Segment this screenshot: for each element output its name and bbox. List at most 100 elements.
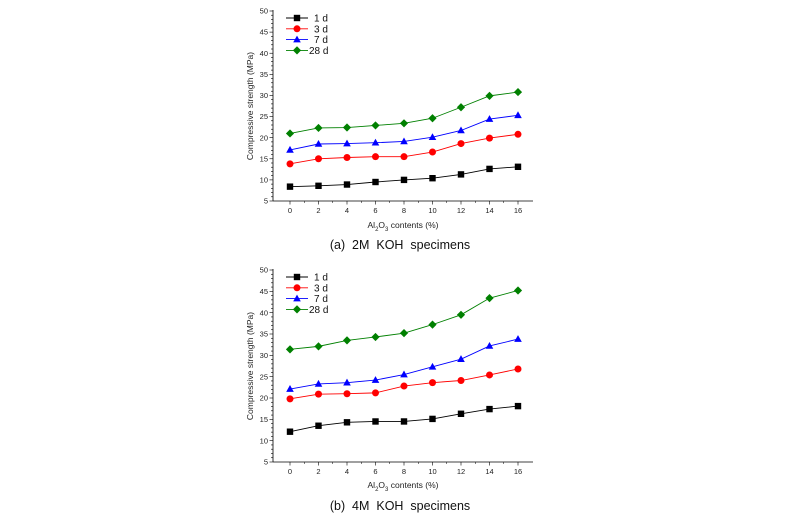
data-point bbox=[514, 130, 522, 138]
y-tick-label: 25 bbox=[260, 112, 268, 121]
data-point bbox=[400, 370, 408, 378]
data-point bbox=[371, 376, 380, 383]
legend-marker bbox=[292, 305, 302, 314]
data-point bbox=[486, 405, 493, 413]
x-tick-label: 14 bbox=[485, 467, 493, 476]
x-tick-label: 16 bbox=[514, 467, 522, 476]
legend-marker bbox=[293, 294, 301, 302]
data-point bbox=[400, 382, 408, 390]
x-axis-label: Al2O3 contents (%) bbox=[368, 220, 439, 233]
data-point bbox=[428, 133, 437, 141]
x-tick-label: 8 bbox=[402, 467, 406, 476]
chart-panel-b: 5 10 15 20 25 30 35 40 45 50 0 2 4 6 8 10 12 14 16 Compress… bbox=[245, 266, 533, 513]
legend-marker bbox=[293, 35, 301, 43]
data-point bbox=[314, 379, 323, 387]
data-point bbox=[514, 335, 522, 342]
x-axis-label: Al2O3 contents (%) bbox=[368, 480, 439, 493]
x-tick-label: 12 bbox=[457, 206, 465, 215]
data-point bbox=[485, 341, 494, 349]
x-tick-label: 8 bbox=[402, 206, 406, 215]
data-point bbox=[457, 126, 465, 134]
x-tick-label: 6 bbox=[373, 467, 377, 476]
legend-marker bbox=[293, 273, 301, 281]
x-tick-label: 14 bbox=[485, 206, 493, 215]
x-label-text: contents (%) bbox=[388, 480, 438, 490]
data-point bbox=[315, 182, 322, 189]
x-tick-label: 2 bbox=[316, 467, 320, 476]
series-1d bbox=[286, 402, 522, 435]
y-tick-label: 45 bbox=[260, 287, 268, 296]
chart-panel-a: 5 10 15 20 25 30 35 40 45 50 0 2 4 6 8 10 12 14 16 Compress… bbox=[245, 7, 533, 252]
y-tick-label: 45 bbox=[260, 28, 268, 37]
y-tick-label: 30 bbox=[260, 91, 268, 100]
data-point bbox=[286, 183, 294, 190]
x-tick-label: 6 bbox=[373, 206, 377, 215]
data-point bbox=[286, 395, 294, 403]
data-point bbox=[429, 415, 436, 423]
data-point bbox=[486, 165, 493, 173]
y-tick-label: 50 bbox=[260, 266, 268, 275]
data-point bbox=[400, 153, 408, 161]
data-point bbox=[400, 418, 408, 425]
x-tick-label: 4 bbox=[345, 467, 349, 476]
y-axis-label: Compressive strength (MPa) bbox=[245, 312, 255, 420]
y-tick-label: 5 bbox=[264, 197, 268, 206]
data-point bbox=[343, 139, 351, 147]
legend-label: 7 d bbox=[314, 35, 328, 46]
legend-label: 3 d bbox=[314, 24, 328, 35]
x-tick-label: 10 bbox=[428, 467, 436, 476]
data-point bbox=[513, 87, 523, 97]
data-point bbox=[513, 286, 523, 295]
legend-marker bbox=[293, 25, 301, 33]
data-point bbox=[285, 345, 295, 354]
data-point bbox=[429, 379, 436, 387]
legend-label: 1 d bbox=[314, 273, 328, 284]
legend-label: 7 d bbox=[314, 294, 328, 305]
data-point bbox=[315, 422, 322, 429]
legend: 1 d3 d7 d28 d bbox=[286, 14, 328, 57]
legend-marker bbox=[292, 46, 302, 55]
data-point bbox=[343, 154, 351, 162]
data-point bbox=[372, 178, 379, 186]
y-tick-label: 20 bbox=[260, 394, 268, 403]
series-7d bbox=[286, 111, 522, 153]
data-point bbox=[456, 103, 466, 112]
y-tick-label: 10 bbox=[260, 436, 268, 445]
data-point bbox=[371, 138, 380, 146]
data-point bbox=[514, 163, 522, 170]
data-point bbox=[486, 134, 493, 142]
data-point bbox=[399, 119, 409, 128]
series-28d bbox=[285, 286, 523, 354]
x-label-text: Al bbox=[368, 480, 376, 490]
data-point bbox=[343, 181, 351, 188]
data-point bbox=[315, 390, 322, 398]
figure-caption: (b) 4M KOH specimens bbox=[330, 499, 470, 513]
legend-label: 3 d bbox=[314, 283, 328, 294]
x-tick-label: 16 bbox=[514, 206, 522, 215]
data-point bbox=[428, 362, 437, 370]
x-tick-label: 10 bbox=[428, 206, 436, 215]
x-label-subscript: 2 bbox=[375, 227, 379, 233]
x-label-text: contents (%) bbox=[388, 220, 438, 230]
x-label-text: O bbox=[378, 480, 385, 490]
data-point bbox=[286, 428, 294, 435]
y-tick-label: 10 bbox=[260, 175, 268, 184]
y-tick-label: 25 bbox=[260, 372, 268, 381]
data-point bbox=[399, 329, 409, 338]
x-label-subscript: 2 bbox=[375, 487, 379, 493]
x-label-subscript: 3 bbox=[385, 487, 389, 493]
y-tick-label: 50 bbox=[260, 7, 268, 16]
series-3d bbox=[286, 130, 522, 168]
data-point bbox=[514, 402, 522, 410]
data-point bbox=[286, 160, 294, 168]
y-axis-label: Compressive strength (MPa) bbox=[245, 52, 255, 160]
data-point bbox=[456, 310, 466, 319]
data-point bbox=[429, 148, 436, 156]
data-point bbox=[372, 418, 379, 425]
data-point bbox=[342, 123, 352, 132]
data-point bbox=[429, 175, 436, 182]
y-tick-label: 5 bbox=[264, 458, 268, 467]
data-point bbox=[286, 145, 294, 153]
data-point bbox=[286, 385, 294, 392]
